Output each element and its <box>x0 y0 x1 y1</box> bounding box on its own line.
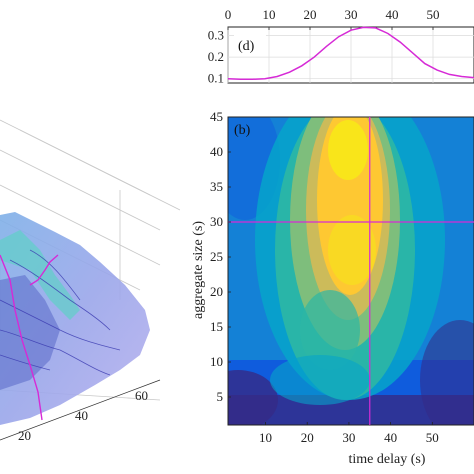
panel-b-label: (b) <box>234 123 251 138</box>
panel-b-y-label: aggregate size (s) <box>191 221 206 319</box>
heatmap-field <box>228 117 474 425</box>
panel-b-x-tick-label: 50 <box>426 430 439 445</box>
panel-b-x-label: time delay (s) <box>349 452 426 467</box>
panel-b-x-tick-label: 20 <box>301 430 314 445</box>
panel-b-y-tick-label: 45 <box>210 109 223 124</box>
panel-b-x-tick-label: 40 <box>384 430 397 445</box>
panel-b-y-tick-label: 30 <box>210 214 223 229</box>
panel-d-x-tick-label: 30 <box>345 7 358 22</box>
panel-b-y-tick-label: 5 <box>217 389 224 404</box>
panel-d-label: (d) <box>238 39 255 54</box>
panel-d-lineplot: 0 10 20 30 40 50 0.1 0.2 0.3 (d) <box>208 7 474 86</box>
panel-b-y-ticks: 5 10 15 20 25 30 35 40 45 <box>210 109 231 404</box>
panel-d-label-bg <box>234 33 266 55</box>
panel-b-y-tick-label: 40 <box>210 144 223 159</box>
surface-axis <box>0 379 161 441</box>
panel-b-y-tick-label: 20 <box>210 284 223 299</box>
panel-b-x-ticks: 10 20 30 40 50 <box>259 422 439 445</box>
panel-d-x-tick-label: 40 <box>386 7 399 22</box>
panel-d-x-ticks: 0 10 20 30 40 50 <box>225 7 440 30</box>
surface-magenta-line-2 <box>29 254 59 286</box>
surface-x-tick: 40 <box>75 408 88 423</box>
panel-surface-3d: 20 40 60 <box>0 119 180 443</box>
panel-d-x-tick-label: 20 <box>304 7 317 22</box>
surface-magenta-line-1 <box>0 254 43 421</box>
panel-d-series-line <box>227 26 474 81</box>
panel-b-y-tick-label: 10 <box>210 354 223 369</box>
panel-b-frame <box>227 116 474 426</box>
panel-d-x-tick-label: 10 <box>263 7 276 22</box>
surface-x-tick: 20 <box>18 428 31 443</box>
panel-d-y-ticks: 0.1 0.2 0.3 <box>208 28 224 86</box>
panel-d-x-tick-label: 50 <box>427 7 440 22</box>
panel-d-y-tick-label: 0.2 <box>208 49 224 64</box>
surface-dark-band <box>0 275 60 390</box>
panel-b-x-tick-label: 30 <box>342 430 355 445</box>
surface-ridge <box>0 230 80 320</box>
panel-d-y-tick-label: 0.3 <box>208 28 224 43</box>
panel-b-x-tick-label: 10 <box>259 430 272 445</box>
surface-x-ticks: 20 40 60 <box>18 388 148 443</box>
panel-b-y-tick-label: 35 <box>210 179 223 194</box>
panel-b-heatmap: 10 20 30 40 50 5 10 15 20 25 30 35 40 45 (b) time de… <box>191 109 474 467</box>
surface-contours <box>0 249 121 376</box>
panel-b-y-tick-label: 15 <box>210 319 223 334</box>
surface-x-tick: 60 <box>135 388 148 403</box>
panel-d-y-tick-label: 0.1 <box>208 71 224 86</box>
panel-d-x-tick-label: 0 <box>225 7 232 22</box>
panel-b-y-tick-label: 25 <box>210 249 223 264</box>
